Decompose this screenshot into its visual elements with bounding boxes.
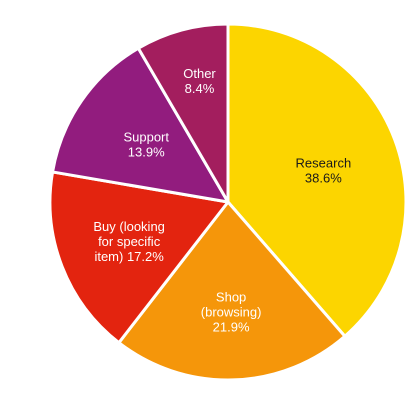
slice-name-label: (browsing) [201, 304, 262, 319]
slice-name-label: Support [123, 130, 169, 145]
pie-slice-support [51, 46, 230, 204]
slice-value-label: 21.9% [213, 319, 250, 334]
pie-label-shop-browsing: Shop (browsing) 21.9% [201, 289, 262, 334]
slice-name-label: Shop [216, 289, 246, 304]
slice-value-label: 17.2% [123, 249, 164, 264]
slice-value-label: 8.4% [185, 81, 215, 96]
pie-label-support: Support 13.9% [123, 130, 169, 160]
slice-value-label: 13.9% [128, 145, 165, 160]
slice-name-label: Buy (looking [93, 219, 165, 234]
pie-label-other: Other 8.4% [183, 66, 216, 96]
pie-label-buy-looking-for-specific-item: Buy (looking for specific item) 17.2% [93, 219, 165, 264]
slice-name-label: Research [296, 155, 352, 170]
pie-slice-other [136, 22, 230, 204]
pie-slices [48, 22, 408, 382]
pie-labels: Research 38.6% Shop (browsing) 21.9% Buy (loo… [93, 66, 351, 334]
slice-value-label: 38.6% [305, 170, 342, 185]
slice-name-label: Other [183, 66, 216, 81]
slice-name-label: for specific [98, 234, 161, 249]
pie-label-research: Research 38.6% [296, 155, 352, 185]
pie-slice-buy-looking-for-specific-item [48, 170, 230, 345]
pie-slice-research [226, 22, 408, 338]
pie-slice-shop-browsing [117, 200, 347, 382]
slice-name-label: item) [94, 249, 123, 264]
